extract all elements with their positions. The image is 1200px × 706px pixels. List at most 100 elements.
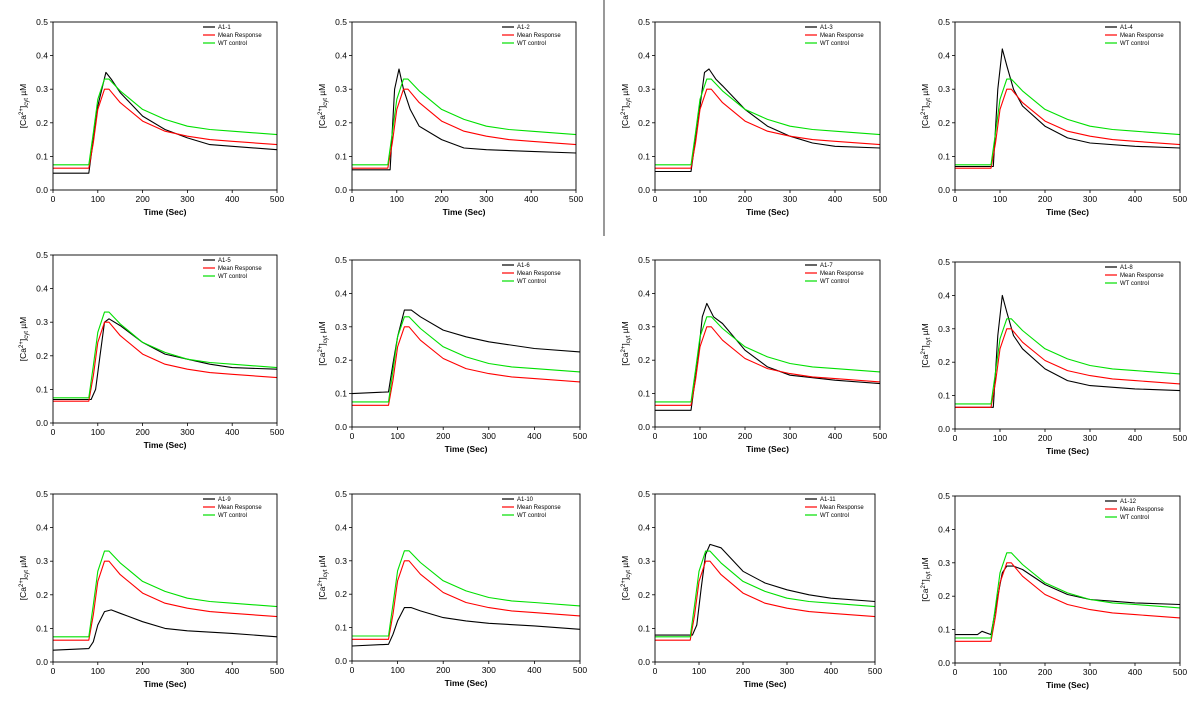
x-tick-label: 500 (873, 194, 887, 204)
y-axis-label: [Ca2+]cyt µM (18, 556, 30, 600)
y-tick-label: 0.4 (938, 524, 950, 534)
sample-series-line (53, 71, 278, 174)
x-tick-label: 300 (482, 665, 496, 675)
legend-label: Mean Response (1120, 273, 1164, 279)
x-tick-label: 400 (527, 665, 541, 675)
x-tick-label: 500 (1173, 194, 1187, 204)
x-tick-label: 400 (1128, 194, 1142, 204)
y-tick-label: 0.4 (335, 51, 347, 61)
y-tick-label: 0.5 (638, 255, 650, 265)
y-tick-label: 0.3 (938, 324, 950, 334)
y-tick-label: 0.3 (335, 84, 347, 94)
x-axis-label: Time (Sec) (144, 207, 187, 217)
x-tick-label: 500 (868, 666, 882, 676)
sample-series-line (53, 318, 278, 401)
x-tick-label: 200 (738, 431, 752, 441)
x-tick-label: 500 (270, 666, 284, 676)
x-tick-label: 500 (1173, 433, 1187, 443)
y-tick-label: 0.5 (36, 17, 48, 27)
legend-label: WT control (218, 274, 247, 280)
y-tick-label: 0.4 (638, 288, 650, 298)
wt-control-line (53, 550, 278, 638)
legend: A1-1 Mean Response WT control (203, 25, 262, 47)
x-tick-label: 200 (1038, 433, 1052, 443)
y-tick-label: 0.1 (638, 389, 650, 399)
x-tick-label: 300 (479, 194, 493, 204)
wt-control-line (352, 316, 581, 403)
mean-response-line (352, 326, 581, 406)
legend-label: WT control (517, 279, 546, 285)
y-tick-label: 0.4 (938, 51, 950, 61)
x-tick-label: 100 (91, 666, 105, 676)
legend-label: Mean Response (517, 33, 561, 39)
x-axis-label: Time (Sec) (1046, 446, 1089, 456)
wt-control-line (655, 78, 881, 166)
y-tick-label: 0.1 (335, 151, 347, 161)
x-axis-label: Time (Sec) (744, 679, 787, 689)
x-tick-label: 500 (270, 427, 284, 437)
x-tick-label: 0 (51, 194, 56, 204)
wt-control-line (53, 311, 278, 399)
x-tick-label: 0 (953, 433, 958, 443)
y-tick-label: 0.2 (638, 355, 650, 365)
mean-response-line (655, 88, 881, 169)
y-tick-label: 0.5 (36, 250, 48, 260)
y-tick-label: 0.1 (938, 625, 950, 635)
y-tick-label: 0.5 (335, 17, 347, 27)
y-tick-label: 0.0 (638, 185, 650, 195)
legend-label: A1-1 (218, 25, 231, 31)
plot-frame (654, 21, 881, 191)
x-tick-label: 100 (693, 194, 707, 204)
legend-label: WT control (820, 513, 849, 519)
chart-panel-8: 0 100 200 300 400 500 0.0 0.1 0.2 0.3 0.4 0.5 Time (… (920, 257, 1187, 456)
legend-label: WT control (218, 41, 247, 47)
x-tick-label: 200 (736, 666, 750, 676)
legend-label: Mean Response (517, 505, 561, 511)
sample-series-line (955, 294, 1181, 408)
y-tick-label: 0.2 (638, 590, 650, 600)
x-tick-label: 0 (51, 427, 56, 437)
y-axis-label: [Ca2+]cyt µM (317, 84, 329, 128)
x-tick-label: 200 (436, 665, 450, 675)
plot-frame (954, 495, 1181, 664)
legend-label: WT control (820, 41, 849, 47)
y-axis-label: [Ca2+]cyt µM (18, 317, 30, 361)
x-tick-label: 400 (225, 427, 239, 437)
y-tick-label: 0.2 (36, 118, 48, 128)
legend: A1-2 Mean Response WT control (502, 25, 561, 47)
plot-frame (52, 21, 278, 191)
legend-label: A1-3 (820, 25, 833, 31)
x-tick-label: 200 (1038, 194, 1052, 204)
y-tick-label: 0.2 (938, 357, 950, 367)
x-tick-label: 100 (391, 431, 405, 441)
sample-series-line (352, 68, 577, 171)
x-tick-label: 500 (573, 665, 587, 675)
chart-panel-10: 0 100 200 300 400 500 0.0 0.1 0.2 0.3 0.4 0.5 Time (… (317, 489, 587, 688)
y-tick-label: 0.3 (335, 556, 347, 566)
x-tick-label: 300 (1083, 433, 1097, 443)
y-axis-label: [Ca2+]cyt µM (317, 321, 329, 365)
y-axis-label: [Ca2+]cyt µM (620, 321, 632, 365)
plot-frame (351, 21, 577, 191)
y-tick-label: 0.3 (36, 556, 48, 566)
legend-label: WT control (517, 41, 546, 47)
x-tick-label: 200 (435, 194, 449, 204)
y-tick-label: 0.5 (938, 257, 950, 267)
y-tick-label: 0.0 (638, 422, 650, 432)
y-tick-label: 0.3 (36, 84, 48, 94)
legend-label: WT control (218, 513, 247, 519)
y-axis-label: [Ca2+]cyt µM (18, 84, 30, 128)
x-tick-label: 500 (1173, 667, 1187, 677)
y-axis-label: [Ca2+]cyt µM (620, 84, 632, 128)
y-tick-label: 0.2 (335, 118, 347, 128)
y-tick-label: 0.1 (36, 384, 48, 394)
y-tick-label: 0.4 (638, 523, 650, 533)
legend-label: Mean Response (218, 266, 262, 272)
legend: A1-9 Mean Response WT control (203, 497, 262, 519)
y-tick-label: 0.2 (36, 351, 48, 361)
y-tick-label: 0.2 (938, 591, 950, 601)
y-tick-label: 0.4 (36, 51, 48, 61)
legend: A1-8 Mean Response WT control (1105, 265, 1164, 287)
y-tick-label: 0.3 (938, 558, 950, 568)
